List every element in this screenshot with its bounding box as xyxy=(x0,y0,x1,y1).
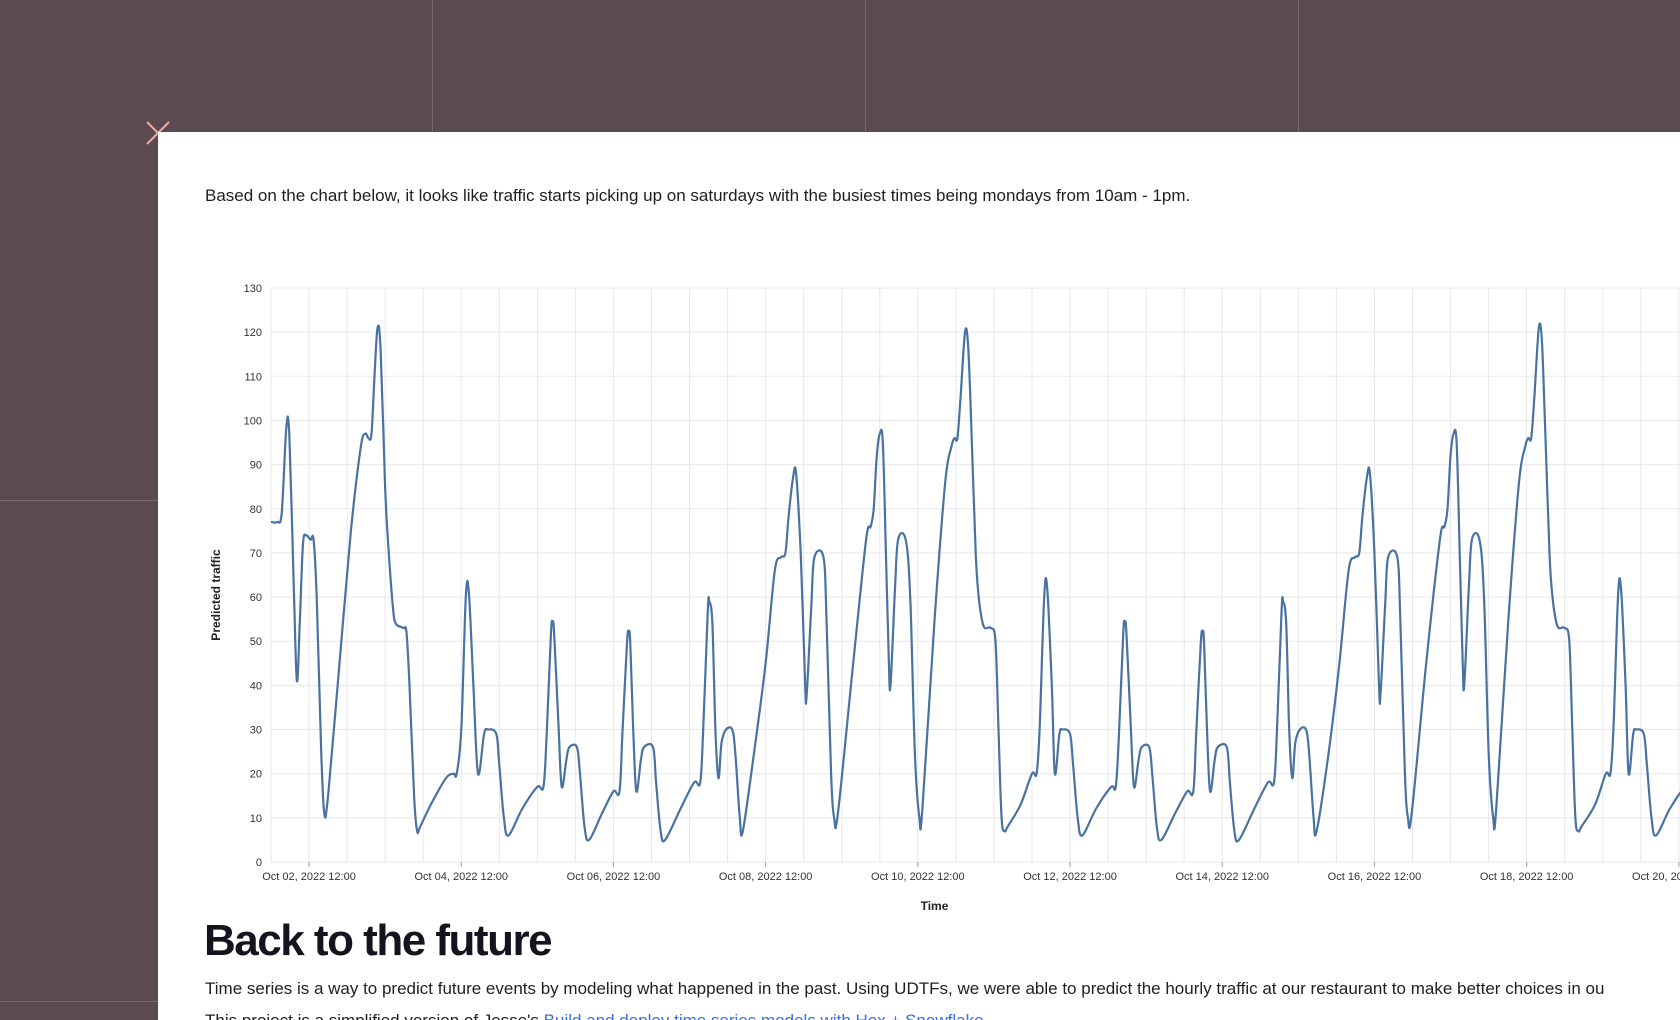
y-tick-label: 110 xyxy=(244,371,262,383)
y-tick-label: 80 xyxy=(250,504,262,516)
y-tick-label: 0 xyxy=(256,857,262,869)
paragraph-2-prefix: This project is a simplified version of … xyxy=(205,1011,539,1020)
y-tick-label: 20 xyxy=(250,769,262,781)
y-axis-title: Predicted traffic xyxy=(209,549,223,641)
y-tick-label: 130 xyxy=(244,283,262,295)
x-tick-label: Oct 04, 2022 12:00 xyxy=(414,871,508,883)
x-tick-label: Oct 20, 2022 12:00 xyxy=(1632,871,1680,883)
y-tick-label: 50 xyxy=(250,636,262,648)
article-link[interactable]: Build and deploy time series models with… xyxy=(544,1011,984,1020)
document-panel: Based on the chart below, it looks like … xyxy=(158,132,1680,1020)
x-tick-label: Oct 06, 2022 12:00 xyxy=(567,871,661,883)
x-axis-title: Time xyxy=(921,899,949,913)
x-tick-label: Oct 08, 2022 12:00 xyxy=(719,871,813,883)
x-tick-label: Oct 18, 2022 12:00 xyxy=(1480,871,1574,883)
traffic-chart-svg: 0 10 20 30 40 50 60 70 80 90 100 110 120 130 Oct 02, 2… xyxy=(209,283,1680,913)
y-tick-label: 60 xyxy=(250,592,262,604)
x-tick-label: Oct 14, 2022 12:00 xyxy=(1175,871,1269,883)
x-tick-label: Oct 12, 2022 12:00 xyxy=(1023,871,1117,883)
y-tick-label: 100 xyxy=(244,415,262,427)
x-tick-label: Oct 02, 2022 12:00 xyxy=(262,871,356,883)
intro-text: Based on the chart below, it looks like … xyxy=(205,186,1191,205)
y-tick-label: 90 xyxy=(250,460,262,472)
y-tick-label: 70 xyxy=(250,548,262,560)
y-tick-label: 40 xyxy=(250,680,262,692)
traffic-chart: 0 10 20 30 40 50 60 70 80 90 100 110 120 130 Oct 02, 2… xyxy=(158,232,1680,1020)
section-heading: Back to the future xyxy=(204,916,553,965)
x-tick-label: Oct 16, 2022 12:00 xyxy=(1328,871,1422,883)
y-tick-label: 10 xyxy=(250,813,262,825)
y-tick-label: 120 xyxy=(244,327,262,339)
section-paragraph-2: This project is a simplified version of … xyxy=(205,1011,984,1020)
series-line-predicted-traffic xyxy=(270,322,1680,843)
section-paragraph: Time series is a way to predict future e… xyxy=(205,979,1605,998)
x-tick-label: Oct 10, 2022 12:00 xyxy=(871,871,965,883)
y-tick-label: 30 xyxy=(250,725,262,737)
